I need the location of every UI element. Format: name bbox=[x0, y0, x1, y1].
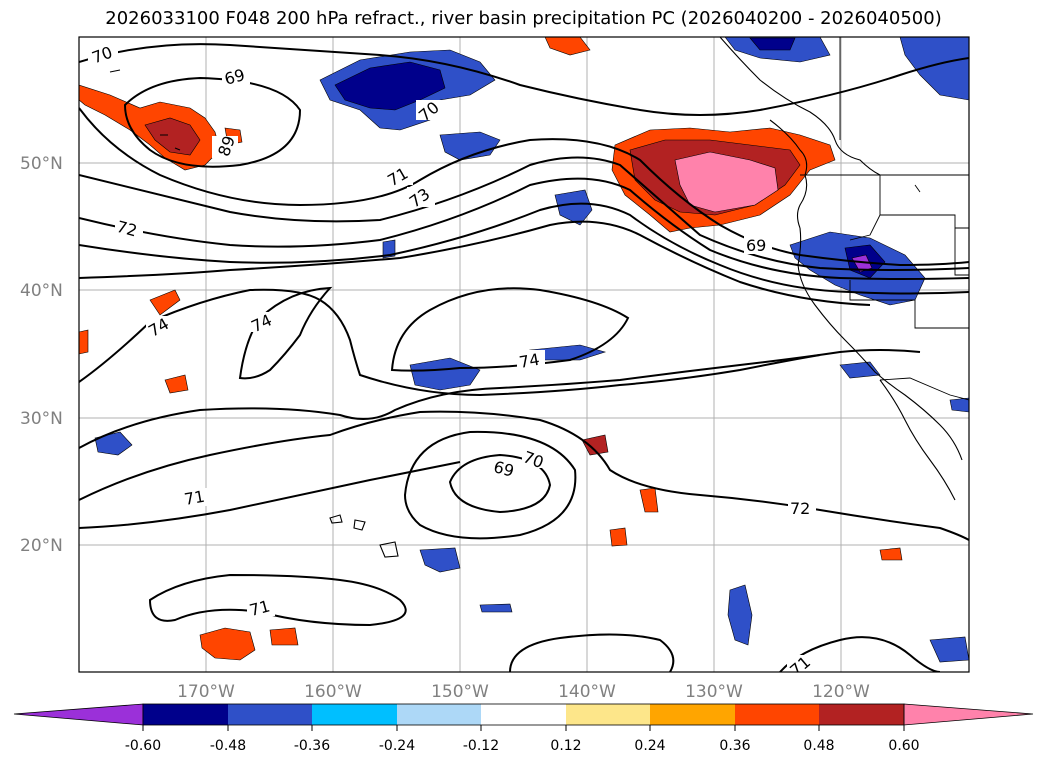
border-us-mexico bbox=[879, 377, 969, 401]
colorbar-tick-label: -0.36 bbox=[294, 738, 330, 754]
lon-label: 120°W bbox=[812, 682, 870, 702]
precip-blob-w3 bbox=[79, 329, 89, 355]
coast-hawaii-1 bbox=[329, 514, 343, 524]
coast-hawaii-3 bbox=[379, 541, 399, 558]
negative-precipitation-areas bbox=[94, 37, 969, 663]
colorbar-extend-right bbox=[903, 703, 1034, 726]
precip-neg-north-core bbox=[334, 61, 446, 111]
longitude-labels: 170°W 160°W 150°W 140°W 130°W 120°W bbox=[177, 682, 870, 702]
precip-neg-h bbox=[929, 636, 969, 663]
colorbar-tick-label: -0.48 bbox=[210, 738, 246, 754]
precip-neg-e bbox=[419, 547, 461, 573]
colorbar-tick-label: 0.60 bbox=[888, 738, 919, 754]
precip-blob-e1 bbox=[879, 547, 903, 561]
lon-label: 160°W bbox=[304, 682, 362, 702]
colorbar-segment bbox=[228, 704, 312, 725]
precip-neg-a bbox=[439, 131, 501, 161]
coast-islands bbox=[109, 69, 181, 151]
precip-blob-c3 bbox=[639, 487, 659, 513]
colorbar-segment bbox=[312, 704, 397, 725]
lon-label: 170°W bbox=[177, 682, 235, 702]
lon-label: 150°W bbox=[431, 682, 489, 702]
border-states-4 bbox=[914, 184, 969, 229]
colorbar-segment bbox=[819, 704, 904, 725]
colorbar-tick-label: -0.24 bbox=[379, 738, 415, 754]
coast-baja bbox=[879, 379, 956, 501]
precip-blob-top bbox=[544, 37, 591, 56]
precip-blob-nw-core bbox=[144, 117, 201, 156]
precip-blob-e2 bbox=[269, 627, 299, 646]
precip-blob-w2 bbox=[164, 374, 189, 394]
border-states-3 bbox=[849, 280, 969, 329]
contour-label: 72 bbox=[790, 499, 810, 518]
lat-label: 30°N bbox=[20, 409, 63, 429]
coast-us-west bbox=[797, 227, 963, 461]
colorbar-segment bbox=[650, 704, 735, 725]
colorbar-tick-label: 0.48 bbox=[803, 738, 834, 754]
precip-neg-f bbox=[727, 584, 753, 646]
map-title: 2026033100 F048 200 hPa refract., river … bbox=[105, 8, 942, 29]
colorbar-tick-label: 0.36 bbox=[719, 738, 750, 754]
colorbar: -0.60 -0.48 -0.36 -0.24 -0.12 0.12 0.24 … bbox=[13, 703, 1034, 754]
coast-hawaii-2 bbox=[353, 519, 366, 531]
map-frame bbox=[78, 36, 970, 673]
precip-neg-i bbox=[382, 239, 396, 259]
latitude-labels: 50°N 40°N 30°N 20°N bbox=[20, 154, 63, 556]
lon-label: 140°W bbox=[558, 682, 616, 702]
colorbar-tick-label: 0.24 bbox=[634, 738, 665, 754]
contour-label: 69 bbox=[222, 65, 247, 89]
precip-blob-w1 bbox=[149, 289, 181, 316]
precip-neg-b bbox=[554, 189, 593, 226]
lat-label: 20°N bbox=[20, 536, 63, 556]
precip-neg-topright-core bbox=[749, 37, 796, 51]
lat-label: 50°N bbox=[20, 154, 63, 174]
coastlines bbox=[109, 37, 963, 558]
lon-label: 130°W bbox=[685, 682, 743, 702]
map-content: 70 69 89 70 71 73 72 74 74 74 69 69 70 bbox=[79, 37, 969, 672]
colorbar-tick-labels: -0.60 -0.48 -0.36 -0.24 -0.12 0.12 0.24 … bbox=[125, 738, 920, 754]
border-states-2 bbox=[849, 214, 881, 241]
refractivity-contours bbox=[79, 43, 969, 672]
precip-neg-g bbox=[479, 603, 513, 613]
precip-neg-tr2 bbox=[899, 37, 969, 101]
colorbar-extend-left bbox=[13, 703, 144, 726]
contour-label: 72 bbox=[115, 217, 140, 241]
precip-neg-west-us-purple bbox=[851, 254, 873, 273]
colorbar-segment bbox=[481, 704, 566, 725]
precip-blob-coast-core bbox=[674, 151, 779, 213]
contour-label: 69 bbox=[492, 457, 517, 481]
precip-neg-j bbox=[949, 397, 969, 413]
colorbar-ticks bbox=[142, 725, 905, 731]
precip-blob-c2 bbox=[609, 527, 628, 547]
contour-label: 71 bbox=[183, 487, 206, 509]
colorbar-tick-label: 0.12 bbox=[550, 738, 581, 754]
border-states-1 bbox=[879, 175, 969, 276]
precip-neg-d bbox=[94, 431, 133, 456]
colorbar-tick-label: -0.60 bbox=[125, 738, 161, 754]
borders bbox=[800, 37, 969, 401]
colorbar-segment bbox=[143, 704, 228, 725]
precip-blob-hawaii bbox=[199, 627, 256, 661]
contour-labels: 70 69 89 70 71 73 72 74 74 74 69 69 70 bbox=[88, 42, 816, 672]
colorbar-outline bbox=[142, 703, 905, 726]
colorbar-tick-label: -0.12 bbox=[463, 738, 499, 754]
colorbar-segment bbox=[397, 704, 481, 725]
contour-label: 69 bbox=[746, 236, 766, 255]
precip-neg-c bbox=[409, 357, 481, 391]
coast-alaska bbox=[719, 37, 881, 176]
precip-blob-c1 bbox=[581, 434, 609, 456]
contour-label: 74 bbox=[518, 350, 541, 372]
colorbar-segment bbox=[735, 704, 819, 725]
lat-label: 40°N bbox=[20, 281, 63, 301]
colorbar-segment bbox=[566, 704, 650, 725]
contour-label: 71 bbox=[247, 596, 272, 620]
